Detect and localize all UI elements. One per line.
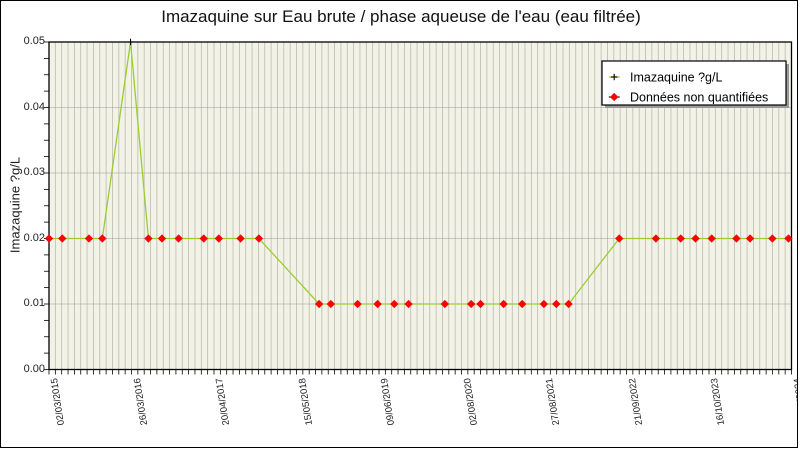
svg-text:Imazaquine ?g/L: Imazaquine ?g/L: [630, 71, 722, 85]
svg-text:Données non quantifiées: Données non quantifiées: [630, 91, 768, 105]
